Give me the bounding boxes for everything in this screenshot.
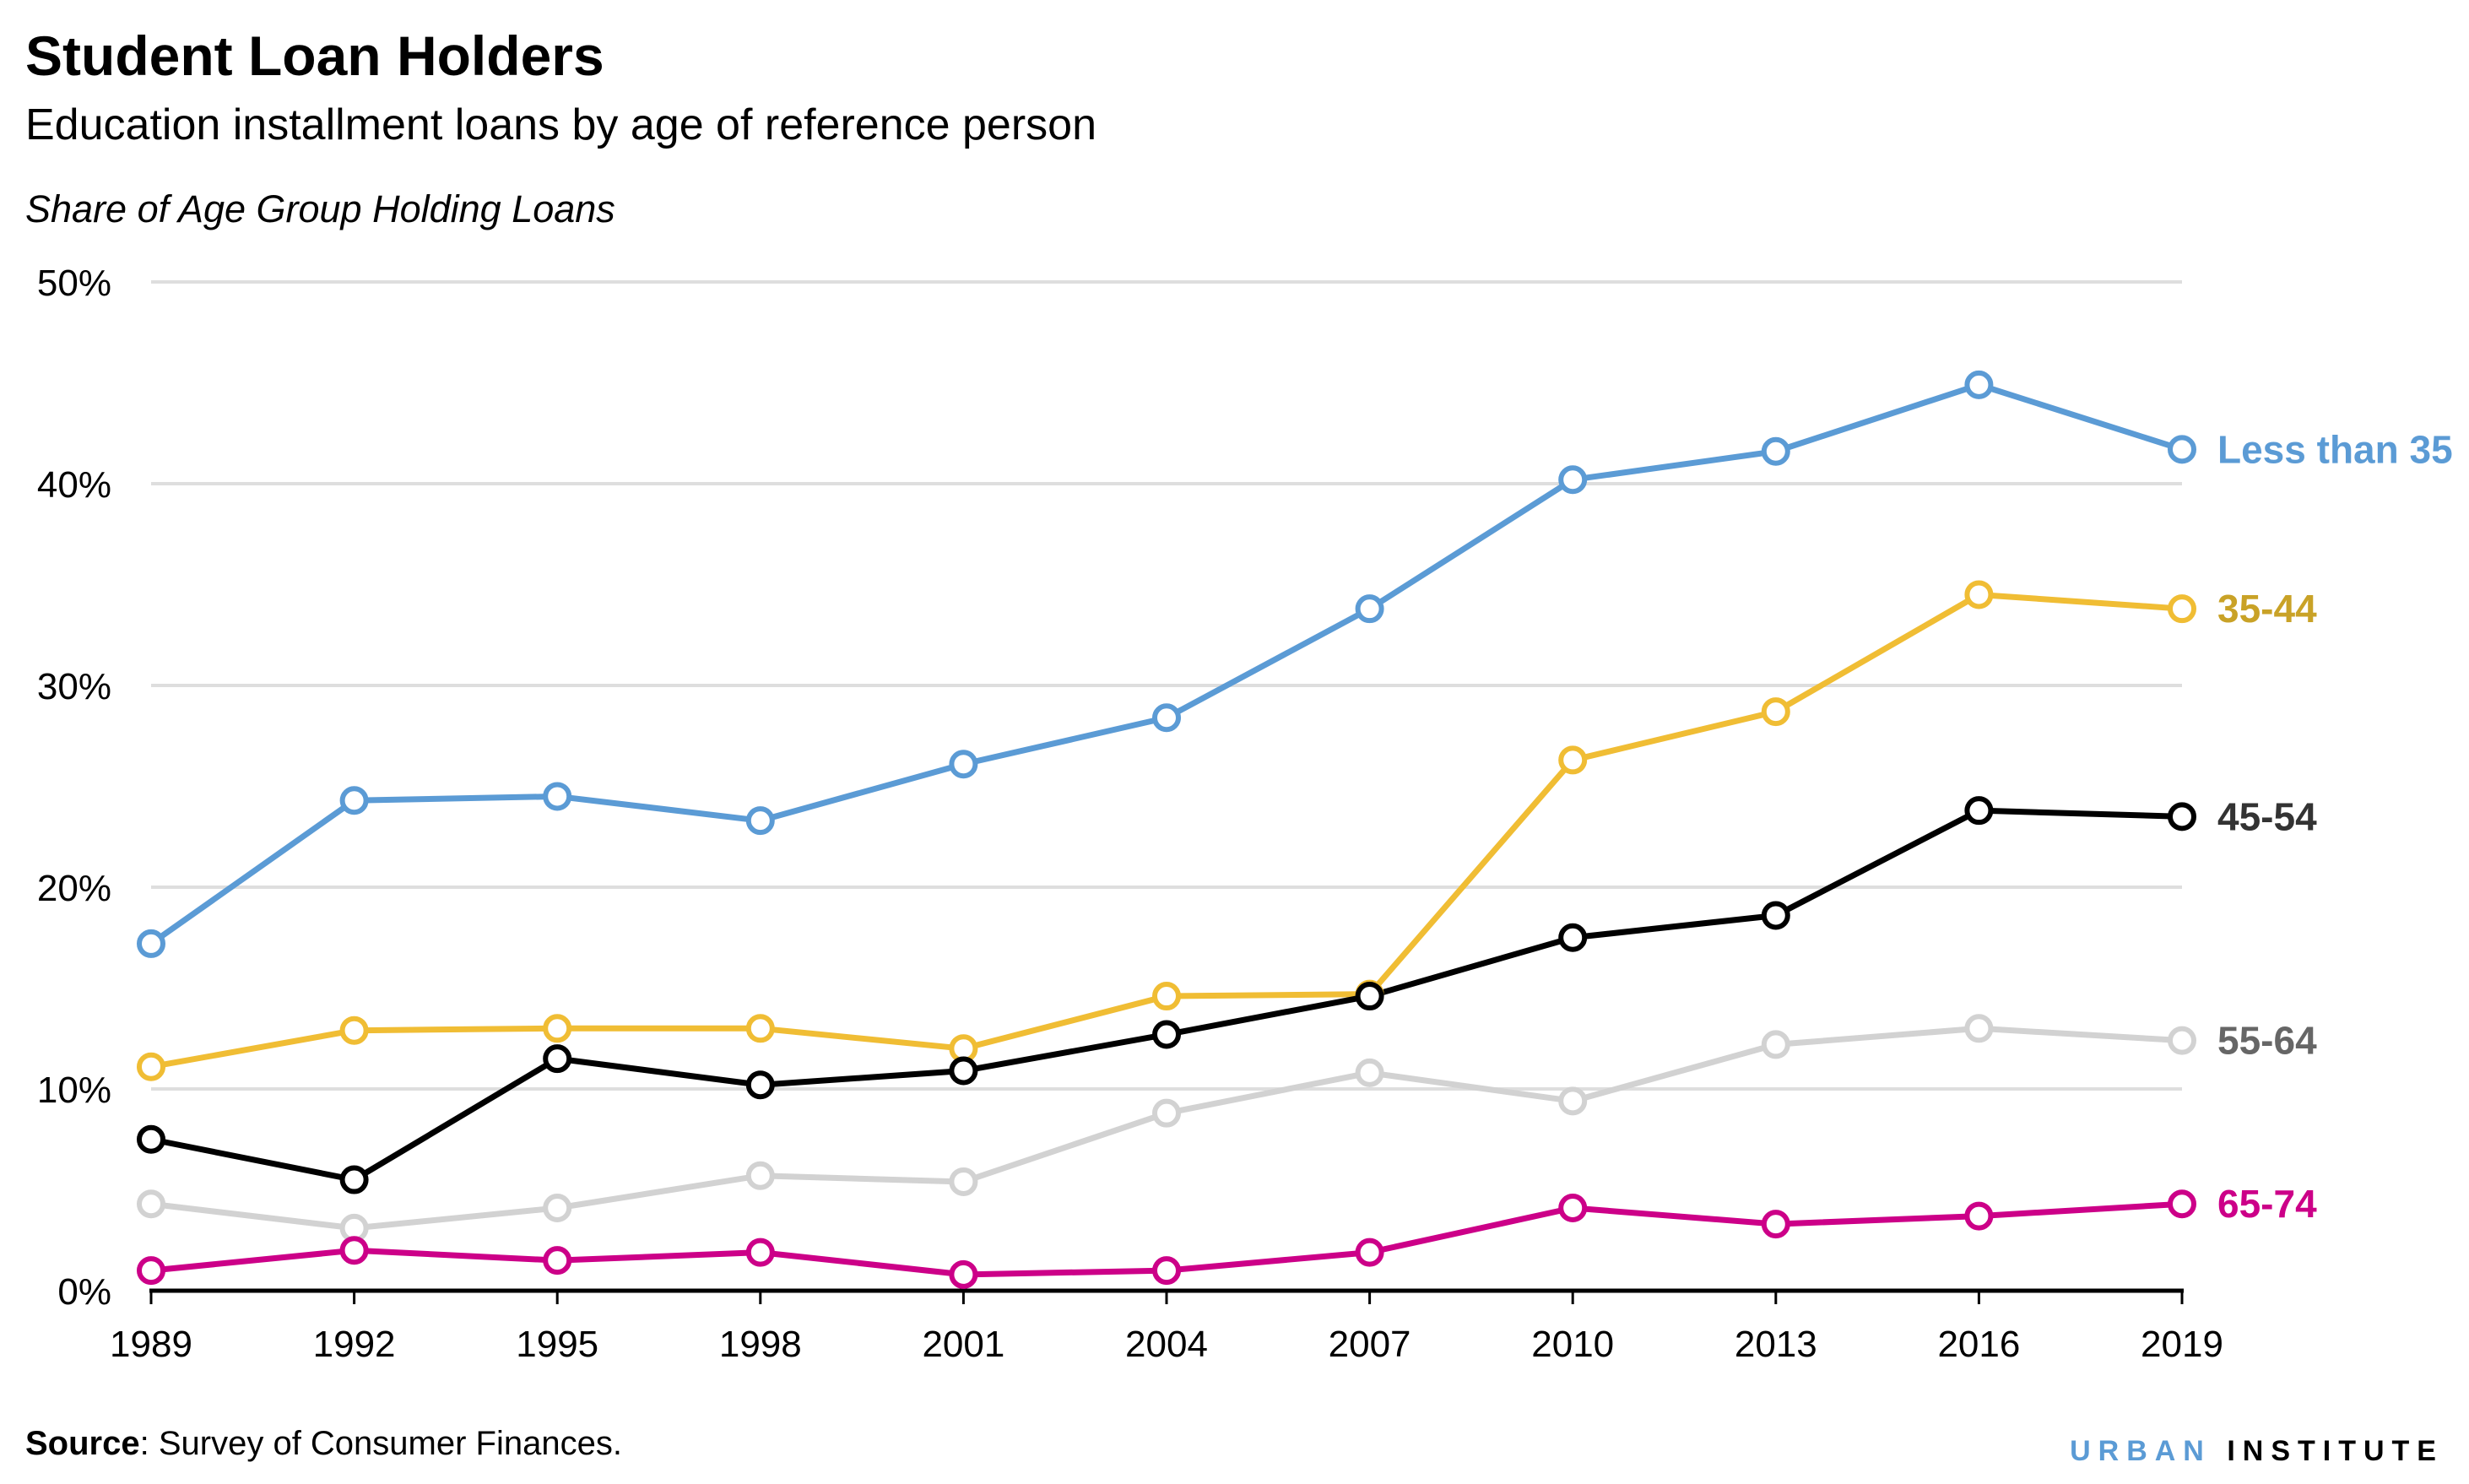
y-axis-label: Share of Age Group Holding Loans [25, 187, 615, 230]
data-point [1761, 901, 1790, 930]
data-point [1761, 1210, 1790, 1239]
data-point [1964, 580, 1994, 609]
data-point [949, 1259, 978, 1289]
data-point [1558, 923, 1588, 952]
data-point [1964, 1014, 1994, 1043]
data-point [949, 750, 978, 779]
logo-part-urban: URBAN [2070, 1435, 2212, 1467]
data-point [1558, 1194, 1588, 1223]
y-tick-label: 20% [37, 868, 111, 909]
series-label: 55-64 [2217, 1019, 2317, 1063]
y-tick-label: 10% [37, 1070, 111, 1111]
x-tick-label: 2007 [1329, 1324, 1411, 1365]
logo-part-institute: INSTITUTE [2227, 1435, 2444, 1467]
series-line-55-64 [150, 1025, 2183, 1232]
data-point [2168, 1189, 2196, 1219]
data-point [1761, 1030, 1790, 1059]
data-point [1964, 1201, 1994, 1231]
data-point [1355, 1058, 1384, 1087]
y-tick-label: 40% [37, 464, 111, 506]
source-label: Source [25, 1425, 140, 1462]
data-point [745, 1161, 775, 1190]
data-point [1152, 1098, 1181, 1128]
data-point [543, 1014, 572, 1043]
y-tick-label: 50% [37, 263, 111, 304]
x-tick-label: 2016 [1937, 1324, 2020, 1365]
data-point [1152, 982, 1181, 1011]
series-label: 65-74 [2217, 1182, 2317, 1226]
x-tick-label: 2019 [2141, 1324, 2223, 1365]
x-tick-label: 1998 [719, 1324, 802, 1365]
x-tick-label: 1992 [313, 1324, 396, 1365]
data-point [339, 1236, 369, 1265]
data-point [137, 1124, 165, 1154]
data-point [745, 1014, 775, 1043]
series-label: Less than 35 [2217, 427, 2453, 471]
data-point [2168, 594, 2196, 624]
data-point [543, 1194, 572, 1223]
data-point [137, 1256, 165, 1286]
data-point [1964, 370, 1994, 399]
data-point [137, 1189, 165, 1219]
chart-subtitle: Education installment loans by age of re… [25, 100, 1096, 149]
data-point [949, 1167, 978, 1196]
data-point [1964, 796, 1994, 826]
data-point [339, 786, 369, 815]
data-point [1761, 697, 1790, 727]
data-point [1152, 703, 1181, 733]
data-point [2168, 435, 2196, 464]
y-tick-label: 30% [37, 666, 111, 707]
x-tick-label: 2004 [1125, 1324, 1208, 1365]
urban-institute-logo: URBAN INSTITUTE [2070, 1435, 2444, 1468]
x-tick-label: 2001 [922, 1324, 1004, 1365]
source-note: Source: Survey of Consumer Finances. [25, 1425, 622, 1463]
data-point [1355, 594, 1384, 624]
data-point [1558, 465, 1588, 495]
series-label: 45-54 [2217, 794, 2317, 838]
data-point [745, 1070, 775, 1100]
data-point [339, 1165, 369, 1194]
data-point [543, 1246, 572, 1275]
data-point [1355, 982, 1384, 1011]
data-point [745, 806, 775, 836]
data-point [1558, 745, 1588, 775]
data-point [1152, 1256, 1181, 1286]
y-tick-label: 0% [57, 1271, 111, 1313]
data-point [1761, 436, 1790, 466]
data-point [1152, 1020, 1181, 1049]
data-point [137, 1052, 165, 1081]
series-label: 35-44 [2217, 587, 2317, 631]
data-point [745, 1238, 775, 1267]
data-point [2168, 1026, 2196, 1055]
x-tick-label: 2010 [1531, 1324, 1614, 1365]
x-tick-label: 1989 [110, 1324, 192, 1365]
data-point [1558, 1086, 1588, 1116]
chart-title: Student Loan Holders [25, 24, 604, 87]
data-point [543, 1044, 572, 1074]
data-point [949, 1056, 978, 1086]
x-tick-label: 1995 [516, 1324, 598, 1365]
data-point [137, 929, 165, 958]
data-point [543, 782, 572, 811]
data-point [1355, 1238, 1384, 1267]
data-point [339, 1016, 369, 1045]
source-text: : Survey of Consumer Finances. [139, 1425, 622, 1462]
data-point [2168, 802, 2196, 831]
x-tick-label: 2013 [1735, 1324, 1817, 1365]
